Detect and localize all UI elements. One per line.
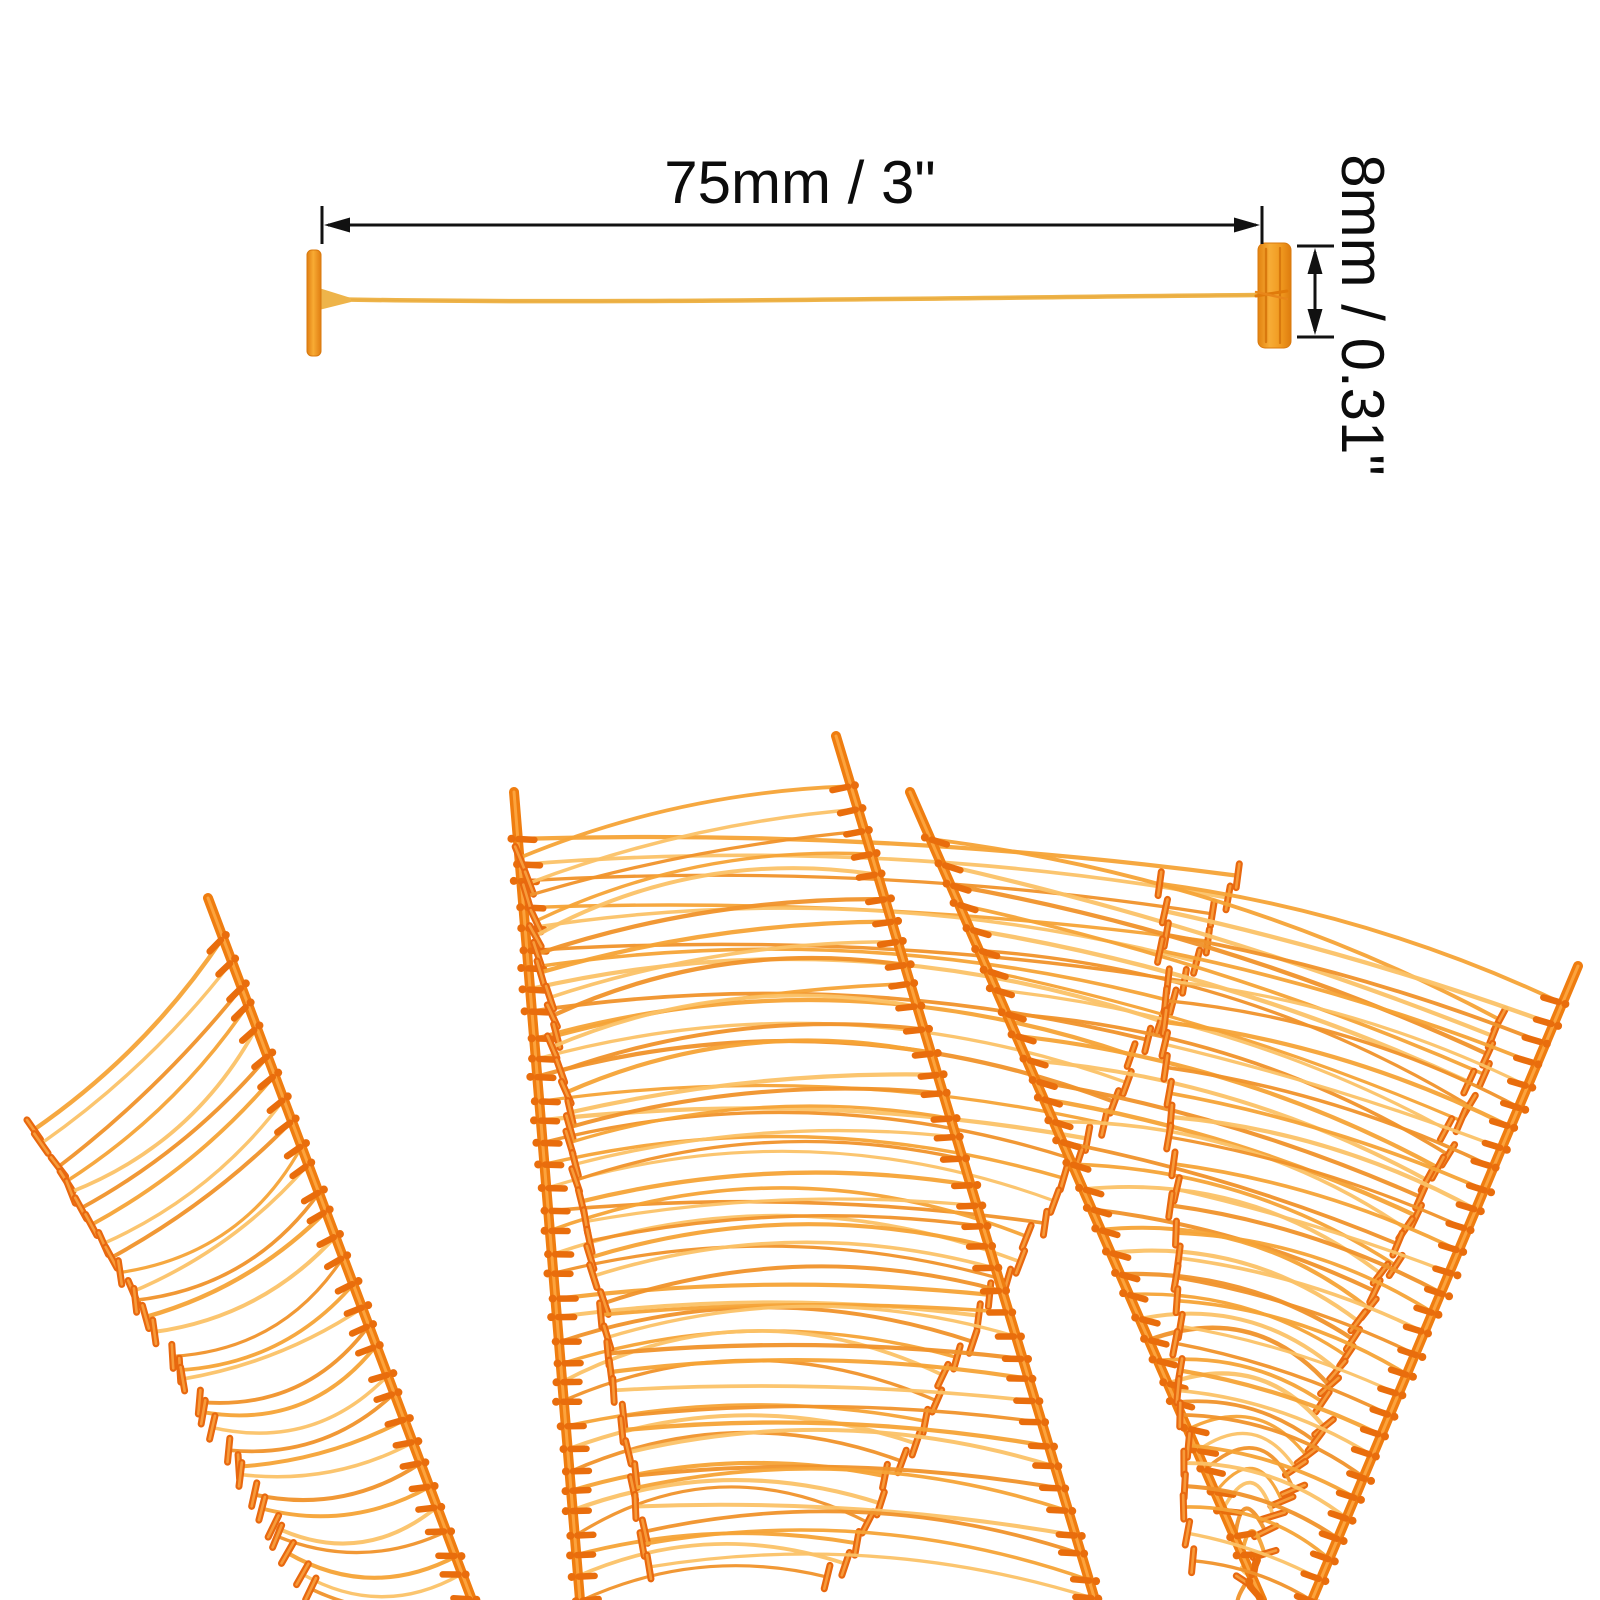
dimension-annotation <box>320 206 1334 339</box>
length-dimension-label: 75mm / 3" <box>664 149 935 216</box>
strip-left <box>23 893 481 1600</box>
strip-middle <box>511 731 1103 1600</box>
strip-right <box>1154 868 1583 1600</box>
single-tag-pin <box>306 242 1292 357</box>
width-dimension-label: 8mm / 0.31" <box>1329 154 1396 475</box>
tag-pin-strips-fan <box>23 731 1583 1600</box>
